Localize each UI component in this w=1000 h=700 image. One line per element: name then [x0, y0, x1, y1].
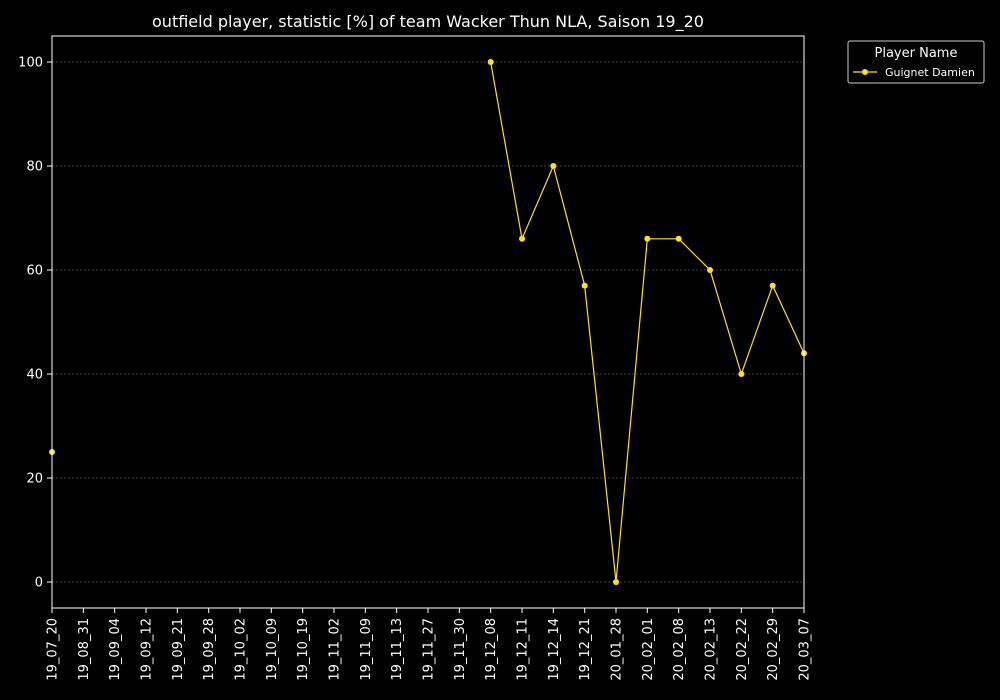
- series-layer: [49, 59, 807, 585]
- x-tick-label: 19_07_20: [46, 618, 61, 681]
- x-tick-label: 20_01_28: [610, 618, 625, 681]
- x-tick-label: 19_11_13: [390, 618, 405, 681]
- x-axis: 19_07_20 19_08_31 19_09_04 19_09_12 19_09_21…: [46, 608, 813, 681]
- y-axis: 0 20 40 60 80 100: [18, 56, 52, 591]
- y-tick-label: 0: [35, 576, 43, 591]
- x-tick-label: 19_09_28: [202, 618, 217, 681]
- x-tick-label: 20_03_07: [798, 618, 813, 681]
- data-point: [487, 59, 494, 65]
- legend-marker: [862, 69, 868, 75]
- data-point: [675, 235, 682, 242]
- y-tick-label: 40: [26, 368, 43, 383]
- x-tick-label: 19_10_02: [234, 618, 249, 681]
- data-point: [769, 282, 776, 289]
- x-tick-label: 19_08_31: [77, 618, 92, 681]
- data-point: [644, 235, 651, 242]
- data-point: [707, 267, 713, 273]
- x-tick-label: 19_12_08: [484, 618, 499, 681]
- x-tick-label: 19_09_12: [140, 618, 155, 681]
- data-point: [613, 579, 619, 585]
- x-tick-label: 19_11_09: [359, 618, 374, 681]
- x-tick-label: 19_10_09: [265, 618, 280, 681]
- x-tick-label: 19_12_11: [516, 618, 531, 681]
- legend-title: Player Name: [875, 46, 958, 61]
- x-tick-label: 20_02_08: [672, 618, 687, 681]
- x-tick-label: 20_02_29: [766, 618, 781, 681]
- legend-box: [847, 40, 985, 84]
- x-tick-label: 19_10_19: [296, 618, 311, 681]
- x-tick-label: 20_02_01: [641, 618, 656, 681]
- legend: Player Name Guignet Damien: [847, 40, 985, 84]
- x-tick-label: 19_11_27: [422, 618, 437, 681]
- y-tick-label: 60: [26, 264, 43, 279]
- plot-frame: [51, 35, 805, 609]
- grid: [52, 61, 804, 583]
- x-tick-label: 19_12_14: [547, 618, 562, 681]
- x-tick-label: 19_09_04: [108, 618, 123, 681]
- data-point: [550, 163, 557, 169]
- legend-entry-label: Guignet Damien: [885, 66, 975, 79]
- x-tick-label: 19_11_02: [328, 618, 343, 681]
- x-tick-label: 20_02_13: [704, 618, 719, 681]
- data-point: [738, 371, 745, 377]
- y-tick-label: 80: [26, 160, 43, 175]
- x-tick-label: 19_09_21: [171, 618, 186, 681]
- y-tick-label: 20: [26, 472, 43, 487]
- x-tick-label: 20_02_22: [735, 618, 750, 681]
- y-tick-label: 100: [18, 56, 43, 71]
- x-tick-label: 19_12_21: [578, 618, 593, 681]
- chart-title: outfield player, statistic [%] of team W…: [152, 12, 704, 32]
- series-line: [490, 61, 805, 583]
- x-tick-label: 19_11_30: [453, 618, 468, 681]
- data-point: [581, 282, 588, 289]
- data-point: [519, 235, 525, 242]
